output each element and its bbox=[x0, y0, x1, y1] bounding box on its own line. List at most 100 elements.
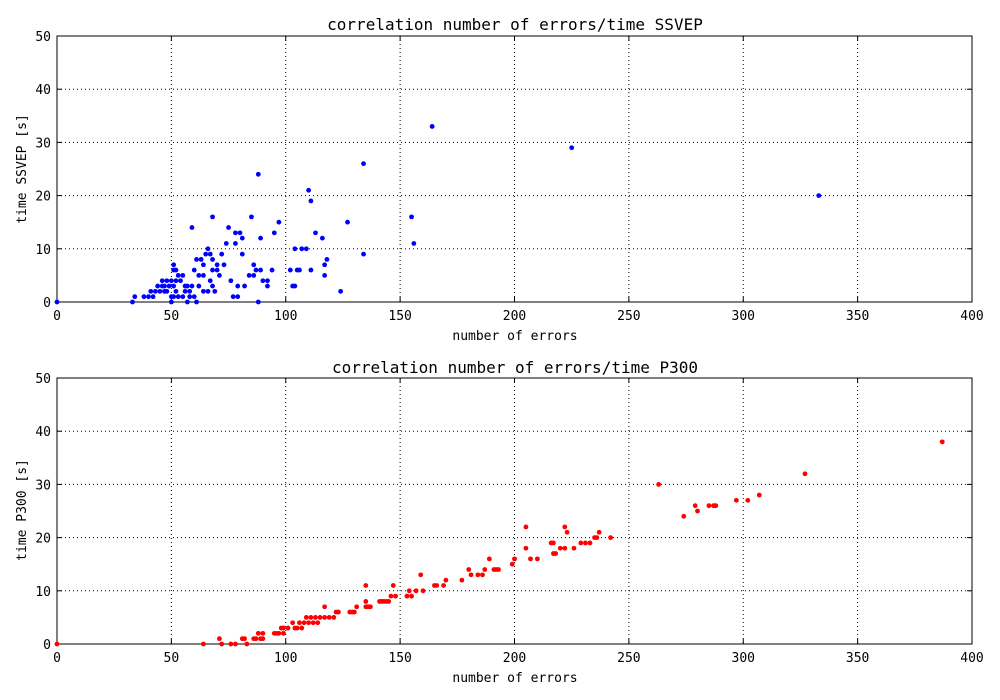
data-point bbox=[406, 588, 412, 594]
data-point bbox=[182, 288, 188, 294]
data-point bbox=[155, 283, 161, 289]
data-point bbox=[255, 171, 261, 177]
data-point bbox=[235, 294, 241, 300]
data-point bbox=[303, 615, 309, 620]
data-point bbox=[550, 540, 556, 546]
data-point bbox=[297, 620, 302, 626]
data-point bbox=[562, 545, 568, 551]
data-point bbox=[162, 283, 167, 289]
data-point bbox=[251, 273, 257, 278]
data-point bbox=[260, 278, 266, 284]
data-point bbox=[335, 609, 341, 615]
y-tick-label: 10 bbox=[35, 243, 51, 258]
data-point bbox=[308, 198, 314, 204]
data-point bbox=[322, 262, 328, 268]
data-point bbox=[210, 214, 215, 220]
data-point bbox=[217, 636, 222, 642]
data-point bbox=[217, 273, 222, 278]
data-point bbox=[557, 545, 563, 551]
chart-p300: correlation number of errors/time P300 0… bbox=[15, 358, 984, 686]
data-point bbox=[196, 283, 202, 289]
data-point bbox=[509, 561, 515, 567]
data-point bbox=[178, 278, 183, 284]
data-point bbox=[299, 625, 305, 631]
data-point bbox=[413, 588, 419, 594]
data-point bbox=[294, 625, 300, 631]
data-point bbox=[242, 283, 247, 289]
data-point bbox=[265, 278, 270, 284]
data-point bbox=[175, 273, 181, 278]
data-point bbox=[187, 294, 193, 300]
y-tick-label: 10 bbox=[35, 585, 51, 600]
y-tick-label: 30 bbox=[35, 136, 51, 151]
y-tick-label: 20 bbox=[35, 190, 51, 205]
data-point bbox=[168, 299, 174, 305]
y-tick-label: 50 bbox=[35, 30, 51, 45]
data-point bbox=[54, 299, 60, 305]
y-tick-label: 20 bbox=[35, 532, 51, 547]
data-point bbox=[583, 540, 588, 546]
data-point bbox=[303, 246, 309, 252]
data-point bbox=[512, 556, 517, 562]
data-point bbox=[230, 294, 236, 300]
data-point bbox=[578, 540, 584, 546]
data-point bbox=[228, 641, 234, 647]
data-point bbox=[233, 241, 238, 246]
axis-ticks: 0 50 100 150 200 250 300 350 400 0 10 20 30 40 50 bbox=[35, 372, 983, 666]
x-axis-label: number of errors bbox=[452, 329, 577, 344]
data-point bbox=[228, 278, 234, 284]
data-point bbox=[713, 503, 719, 509]
y-tick-label: 40 bbox=[35, 425, 51, 440]
y-tick-label: 0 bbox=[43, 296, 51, 311]
data-point bbox=[210, 257, 215, 262]
data-point bbox=[214, 267, 220, 273]
data-point bbox=[308, 615, 314, 620]
data-point bbox=[276, 630, 282, 636]
data-point bbox=[285, 625, 291, 631]
data-point bbox=[239, 235, 245, 241]
data-point bbox=[171, 283, 177, 289]
data-point bbox=[496, 567, 501, 572]
data-point bbox=[276, 219, 282, 225]
data-point bbox=[313, 615, 318, 620]
data-point bbox=[706, 503, 712, 509]
data-point bbox=[152, 288, 158, 294]
data-point bbox=[175, 294, 181, 300]
data-point bbox=[386, 599, 392, 604]
data-point bbox=[198, 257, 204, 262]
data-point bbox=[468, 572, 474, 578]
data-point bbox=[255, 299, 261, 305]
data-point bbox=[251, 262, 257, 268]
data-point bbox=[180, 294, 186, 300]
data-point bbox=[260, 636, 266, 642]
grid bbox=[57, 36, 972, 302]
data-point bbox=[253, 636, 259, 642]
data-point bbox=[299, 246, 305, 252]
data-point bbox=[587, 540, 593, 546]
data-point bbox=[201, 288, 206, 294]
data-point bbox=[594, 535, 600, 540]
x-tick-label: 0 bbox=[53, 651, 61, 666]
data-point bbox=[191, 267, 197, 273]
data-point bbox=[315, 620, 321, 626]
data-point bbox=[141, 294, 147, 300]
data-point bbox=[292, 246, 298, 252]
data-point bbox=[361, 161, 366, 167]
y-tick-label: 50 bbox=[35, 372, 51, 387]
y-tick-label: 40 bbox=[35, 83, 51, 98]
data-point bbox=[219, 251, 225, 257]
data-point bbox=[201, 273, 206, 278]
data-point bbox=[569, 145, 575, 151]
data-point bbox=[393, 593, 398, 599]
data-point bbox=[242, 636, 247, 642]
data-point bbox=[322, 615, 328, 620]
data-point bbox=[411, 241, 417, 246]
data-point bbox=[802, 471, 808, 477]
data-point bbox=[164, 278, 170, 284]
data-point bbox=[239, 251, 245, 257]
data-point bbox=[171, 262, 177, 268]
data-point bbox=[281, 625, 286, 631]
x-tick-label: 250 bbox=[617, 309, 640, 324]
data-point bbox=[226, 225, 231, 230]
